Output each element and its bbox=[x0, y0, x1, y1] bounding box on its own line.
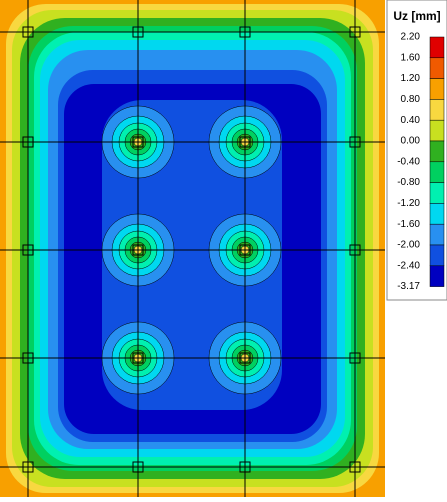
column-node bbox=[349, 352, 361, 364]
legend-swatch bbox=[429, 99, 445, 121]
column-node bbox=[22, 461, 34, 473]
legend-swatch bbox=[429, 244, 445, 267]
column-node bbox=[349, 26, 361, 38]
column-node bbox=[132, 461, 144, 473]
legend-swatch bbox=[429, 78, 445, 100]
legend-swatch bbox=[429, 119, 445, 142]
legend-label: -0.80 bbox=[397, 177, 420, 188]
column-node bbox=[22, 244, 34, 256]
legend-label: 0.00 bbox=[401, 136, 421, 147]
column-node bbox=[239, 244, 251, 256]
column-node bbox=[239, 136, 251, 148]
legend-label: -1.20 bbox=[397, 198, 420, 209]
contour-plot bbox=[0, 0, 385, 497]
column-node bbox=[132, 244, 144, 256]
legend-label: -2.40 bbox=[397, 260, 420, 271]
column-node bbox=[22, 26, 34, 38]
legend-swatch bbox=[429, 140, 445, 163]
column-node bbox=[22, 352, 34, 364]
legend-swatch bbox=[429, 57, 445, 79]
legend-label: 0.40 bbox=[401, 115, 421, 126]
legend-swatch bbox=[429, 223, 445, 246]
legend-swatch bbox=[429, 36, 445, 59]
column-node bbox=[239, 26, 251, 38]
column-node bbox=[349, 136, 361, 148]
legend-label: 0.80 bbox=[401, 94, 421, 105]
legend-label: 1.20 bbox=[401, 73, 421, 84]
legend-label: -0.40 bbox=[397, 156, 420, 167]
column-node bbox=[132, 26, 144, 38]
legend-label: -1.60 bbox=[397, 219, 420, 230]
column-node bbox=[239, 461, 251, 473]
column-node bbox=[239, 352, 251, 364]
legend-label: 1.60 bbox=[401, 52, 421, 63]
legend-swatch bbox=[429, 182, 445, 204]
legend-label: -2.00 bbox=[397, 240, 420, 251]
legend-swatch bbox=[429, 203, 445, 225]
legend-label: -3.17 bbox=[397, 281, 420, 292]
legend-swatch bbox=[429, 161, 445, 183]
legend-swatch bbox=[429, 265, 445, 287]
column-node bbox=[132, 352, 144, 364]
column-node bbox=[349, 244, 361, 256]
grid-lines bbox=[0, 0, 385, 497]
column-node bbox=[22, 136, 34, 148]
legend-label: 2.20 bbox=[401, 32, 421, 43]
column-node bbox=[349, 461, 361, 473]
legend-title: Uz [mm] bbox=[393, 9, 440, 23]
column-node bbox=[132, 136, 144, 148]
